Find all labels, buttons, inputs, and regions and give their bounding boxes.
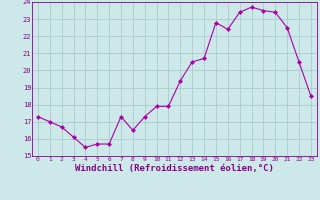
X-axis label: Windchill (Refroidissement éolien,°C): Windchill (Refroidissement éolien,°C) — [75, 164, 274, 173]
